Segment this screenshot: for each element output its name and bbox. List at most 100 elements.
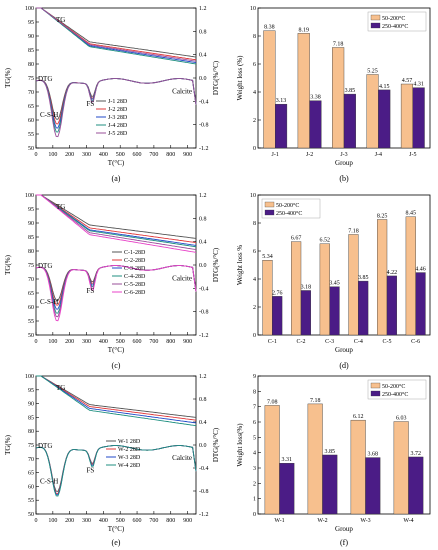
bar-W-1-250-400°C bbox=[279, 463, 295, 515]
annotation-dtg: DTG bbox=[38, 75, 52, 83]
legend-swatch bbox=[370, 14, 381, 21]
annotation-calcite: Calcite bbox=[172, 274, 192, 282]
panel-label: (e) bbox=[112, 538, 121, 547]
tg-dtg-panel-a: 0 100 200 300 400 500 600 700 800 900 50 55 60 65 70 75… bbox=[4, 6, 220, 183]
bar-C-3-250-400°C bbox=[329, 286, 340, 336]
dtg-line-C-1-28D bbox=[35, 265, 197, 302]
x-tick-label: J-3 bbox=[340, 152, 347, 158]
bar-C-6-250-400°C bbox=[415, 272, 426, 336]
legend-label: C-3-28D bbox=[124, 266, 146, 272]
y-tick-label: 60 bbox=[28, 118, 34, 124]
data-label: 7.18 bbox=[333, 41, 344, 47]
annotation-fs: FS bbox=[87, 287, 95, 295]
data-label: 7.18 bbox=[310, 398, 321, 404]
y-tick-label: 0 bbox=[253, 333, 256, 339]
legend-swatch bbox=[370, 390, 381, 397]
data-label: 4.22 bbox=[387, 270, 398, 276]
legend-swatch bbox=[370, 22, 381, 29]
data-label: 3.38 bbox=[310, 95, 321, 101]
data-label: 8.38 bbox=[264, 25, 275, 31]
x-tick-label: 300 bbox=[82, 152, 91, 158]
plot-frame bbox=[257, 375, 431, 515]
x-tick-label: C-2 bbox=[297, 339, 306, 345]
x-tick-label: 500 bbox=[116, 339, 125, 345]
y2-tick-label: 0.8 bbox=[199, 216, 207, 222]
data-label: 3.72 bbox=[411, 451, 422, 457]
y-tick-label: 75 bbox=[28, 263, 34, 269]
legend-box bbox=[367, 11, 427, 32]
y-tick-label: 100 bbox=[25, 374, 34, 380]
data-label: 4.31 bbox=[413, 82, 424, 88]
data-label: 4.46 bbox=[415, 267, 426, 273]
x-tick-label: 500 bbox=[116, 152, 125, 158]
y-tick-label: 75 bbox=[28, 76, 34, 82]
y-tick-label: 50 bbox=[28, 512, 34, 518]
y-tick-label: 2 bbox=[253, 305, 256, 311]
bar-J-1-50-200°C bbox=[263, 30, 276, 149]
legend-label: 250-400°C bbox=[382, 391, 408, 398]
x-tick-label: W-3 bbox=[360, 518, 370, 524]
tg-dtg-panel-e: 0 100 200 300 400 500 600 700 800 900 50 55 60 65 70 75… bbox=[4, 374, 220, 547]
y-tick-label: 8 bbox=[253, 389, 256, 395]
x-tick-label: 500 bbox=[116, 518, 125, 524]
y-tick-label: 95 bbox=[28, 388, 34, 394]
tg-line-C-2-28D bbox=[36, 194, 197, 244]
data-label: 8.25 bbox=[377, 214, 388, 220]
bar-W-4-250-400°C bbox=[408, 456, 424, 515]
legend-label: W-3 28D bbox=[118, 455, 141, 461]
dtg-line-C-4-28D bbox=[35, 265, 197, 314]
data-label: 3.85 bbox=[358, 275, 369, 281]
y-tick-label: 80 bbox=[28, 429, 34, 435]
bar-W-4-50-200°C bbox=[393, 421, 409, 515]
y-axis-label: TG(%) bbox=[4, 434, 12, 454]
annotation-calcite: Calcite bbox=[172, 454, 192, 462]
x-axis-label: T(°C) bbox=[108, 525, 125, 533]
y-tick-label: 80 bbox=[28, 62, 34, 68]
bar-J-3-50-200°C bbox=[332, 47, 345, 149]
y-tick-label: 50 bbox=[28, 146, 34, 152]
y-axis-label: Weight loss % bbox=[236, 245, 244, 285]
legend-label: J-5 28D bbox=[108, 131, 128, 137]
tg-line-W-1 28D bbox=[36, 375, 197, 418]
data-label: 3.13 bbox=[276, 98, 287, 104]
y-tick-label: 95 bbox=[28, 20, 34, 26]
bar-J-1-250-400°C bbox=[275, 103, 288, 149]
bar-C-5-250-400°C bbox=[386, 275, 397, 336]
legend-label: J-2 28D bbox=[108, 107, 128, 113]
y-tick-label: 4 bbox=[253, 451, 256, 457]
y-tick-label: 90 bbox=[28, 34, 34, 40]
y-tick-label: 75 bbox=[28, 443, 34, 449]
y2-tick-label: 0.0 bbox=[199, 443, 207, 449]
y-axis-label: Weight loss (%) bbox=[236, 55, 244, 101]
y2-tick-label: -0.8 bbox=[199, 123, 209, 129]
y-tick-label: 65 bbox=[28, 471, 34, 477]
x-tick-label: J-2 bbox=[306, 152, 313, 158]
x-tick-label: 100 bbox=[48, 339, 57, 345]
y2-axis-label: DTG(%/°C) bbox=[212, 427, 220, 462]
bar-C-5-50-200°C bbox=[377, 219, 388, 336]
x-tick-label: 600 bbox=[133, 152, 142, 158]
data-label: 8.19 bbox=[299, 27, 310, 33]
y2-tick-label: 0.4 bbox=[199, 420, 207, 426]
data-label: 3.18 bbox=[301, 284, 312, 290]
legend-label: J-4 28D bbox=[108, 123, 128, 129]
annotation-tg: TG bbox=[56, 203, 65, 211]
x-tick-label: 400 bbox=[99, 518, 108, 524]
panel-label: (b) bbox=[339, 174, 349, 183]
dtg-line-C-2-28D bbox=[35, 265, 197, 306]
y-tick-label: 6 bbox=[253, 62, 256, 68]
y-tick-label: 4 bbox=[253, 90, 256, 96]
y-tick-label: 0 bbox=[253, 146, 256, 152]
data-label: 4.15 bbox=[379, 84, 390, 90]
data-label: 6.12 bbox=[353, 414, 364, 420]
dtg-line-J-5 28D bbox=[35, 78, 197, 138]
y-tick-label: 65 bbox=[28, 291, 34, 297]
x-axis-label: T(°C) bbox=[108, 346, 125, 354]
weight-loss-panel-d: 0 2 4 6 8 10 C-1 5.34 2.76 C-2 6.67 3.18 C-3 6.52 3.45… bbox=[236, 193, 431, 370]
y-tick-label: 10 bbox=[250, 6, 256, 12]
y2-axis-label: DTG(%/°C) bbox=[212, 60, 220, 95]
y-tick-label: 6 bbox=[253, 249, 256, 255]
data-label: 5.25 bbox=[367, 69, 378, 75]
data-label: 8.45 bbox=[406, 211, 417, 217]
data-label: 5.34 bbox=[262, 254, 273, 260]
